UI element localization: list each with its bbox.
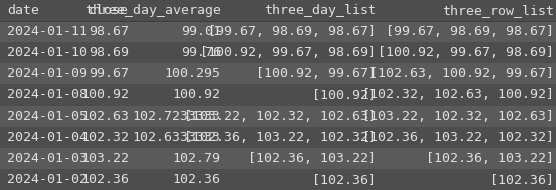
Text: [102.63, 100.92, 99.67]: [102.63, 100.92, 99.67] <box>370 67 554 80</box>
Text: [102.36, 103.22, 102.32]: [102.36, 103.22, 102.32] <box>185 131 376 144</box>
Text: 98.67: 98.67 <box>89 25 129 38</box>
Text: close: close <box>89 4 129 17</box>
Text: 2024-01-04: 2024-01-04 <box>7 131 87 144</box>
Text: 99.01: 99.01 <box>181 25 221 38</box>
Text: [100.92, 99.67, 98.69]: [100.92, 99.67, 98.69] <box>200 46 376 59</box>
Text: 2024-01-03: 2024-01-03 <box>7 152 87 165</box>
Text: [102.36, 103.22]: [102.36, 103.22] <box>426 152 554 165</box>
Text: 102.63: 102.63 <box>81 110 129 123</box>
Text: [102.32, 102.63, 100.92]: [102.32, 102.63, 100.92] <box>363 89 554 101</box>
FancyBboxPatch shape <box>0 21 556 42</box>
FancyBboxPatch shape <box>0 63 556 84</box>
FancyBboxPatch shape <box>0 127 556 148</box>
Text: 102.36: 102.36 <box>81 173 129 186</box>
Text: 103.22: 103.22 <box>81 152 129 165</box>
Text: date: date <box>7 4 39 17</box>
Text: [99.67, 98.69, 98.67]: [99.67, 98.69, 98.67] <box>386 25 554 38</box>
Text: 102.79: 102.79 <box>173 152 221 165</box>
Text: [103.22, 102.32, 102.63]: [103.22, 102.32, 102.63] <box>185 110 376 123</box>
FancyBboxPatch shape <box>0 84 556 106</box>
Text: [100.92]: [100.92] <box>312 89 376 101</box>
Text: three_row_list: three_row_list <box>443 4 554 17</box>
Text: 102.32: 102.32 <box>81 131 129 144</box>
Text: 102.36: 102.36 <box>173 173 221 186</box>
Text: 102.6333333: 102.6333333 <box>133 131 221 144</box>
Text: 100.295: 100.295 <box>165 67 221 80</box>
Text: [100.92, 99.67, 98.69]: [100.92, 99.67, 98.69] <box>378 46 554 59</box>
Text: 100.92: 100.92 <box>81 89 129 101</box>
Text: [102.36, 103.22, 102.32]: [102.36, 103.22, 102.32] <box>363 131 554 144</box>
Text: 99.67: 99.67 <box>89 67 129 80</box>
Text: [102.36]: [102.36] <box>312 173 376 186</box>
Text: 102.7233333: 102.7233333 <box>133 110 221 123</box>
Text: 2024-01-08: 2024-01-08 <box>7 89 87 101</box>
Text: three_day_average: three_day_average <box>85 4 221 17</box>
Text: 2024-01-05: 2024-01-05 <box>7 110 87 123</box>
FancyBboxPatch shape <box>0 106 556 127</box>
Text: 100.92: 100.92 <box>173 89 221 101</box>
Text: 99.76: 99.76 <box>181 46 221 59</box>
FancyBboxPatch shape <box>0 0 556 21</box>
Text: [102.36]: [102.36] <box>490 173 554 186</box>
FancyBboxPatch shape <box>0 169 556 190</box>
FancyBboxPatch shape <box>0 42 556 63</box>
Text: three_day_list: three_day_list <box>265 4 376 17</box>
Text: [103.22, 102.32, 102.63]: [103.22, 102.32, 102.63] <box>363 110 554 123</box>
Text: [100.92, 99.67]: [100.92, 99.67] <box>256 67 376 80</box>
Text: 2024-01-10: 2024-01-10 <box>7 46 87 59</box>
Text: 2024-01-09: 2024-01-09 <box>7 67 87 80</box>
Text: 98.69: 98.69 <box>89 46 129 59</box>
FancyBboxPatch shape <box>0 148 556 169</box>
Text: [99.67, 98.69, 98.67]: [99.67, 98.69, 98.67] <box>208 25 376 38</box>
Text: 2024-01-11: 2024-01-11 <box>7 25 87 38</box>
Text: [102.36, 103.22]: [102.36, 103.22] <box>249 152 376 165</box>
Text: 2024-01-02: 2024-01-02 <box>7 173 87 186</box>
